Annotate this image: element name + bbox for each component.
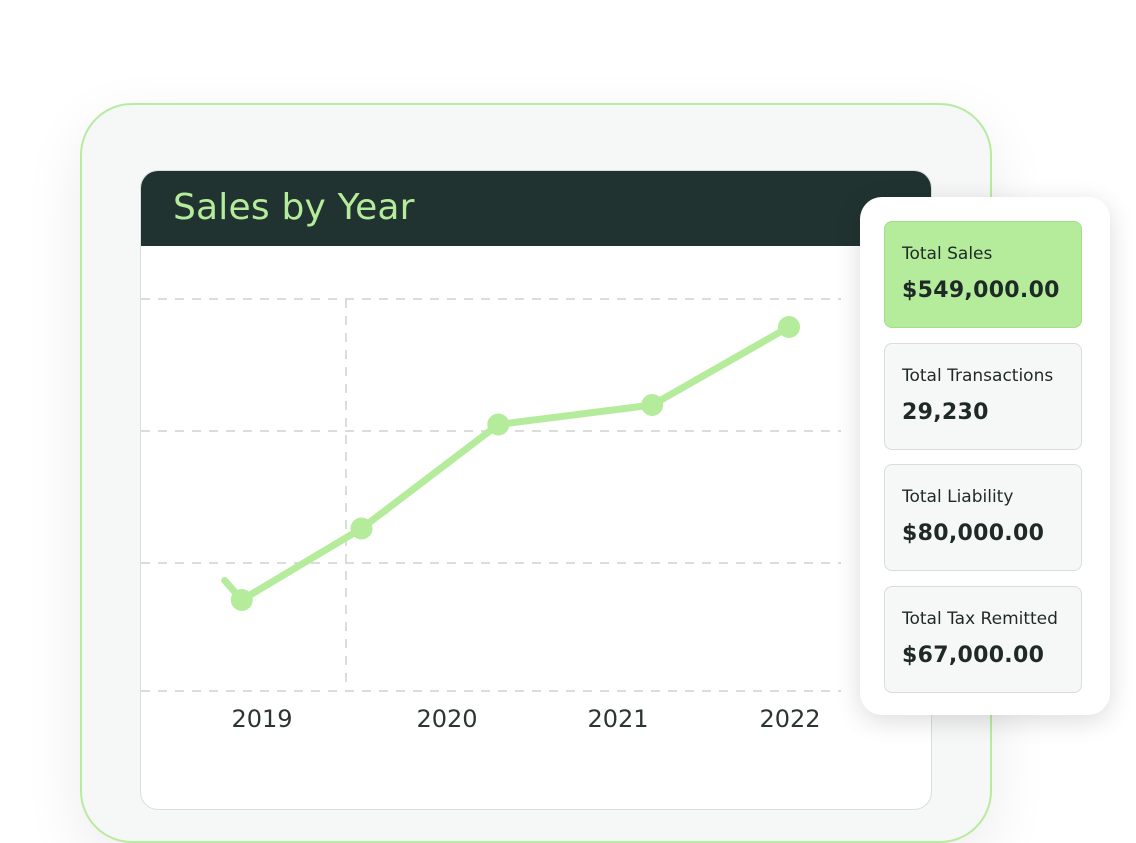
x-tick-label: 2022 (759, 705, 820, 733)
stat-value: 29,230 (902, 400, 989, 425)
stat-label: Total Sales (902, 244, 993, 264)
stat-card-total-sales[interactable]: Total Sales $549,000.00 (884, 221, 1082, 328)
stat-value: $549,000.00 (902, 278, 1060, 303)
data-point (350, 517, 373, 540)
data-point (230, 589, 253, 611)
chart-header: Sales by Year (141, 171, 931, 246)
data-point (778, 316, 800, 338)
stat-label: Total Transactions (902, 366, 1054, 386)
stat-label: Total Tax Remitted (902, 609, 1058, 629)
stat-value: $80,000.00 (902, 521, 1045, 546)
x-tick-label: 2019 (231, 705, 292, 733)
stat-card-total-tax-remitted[interactable]: Total Tax Remitted $67,000.00 (884, 586, 1082, 693)
stat-card-total-transactions[interactable]: Total Transactions 29,230 (884, 343, 1082, 450)
stat-card-total-liability[interactable]: Total Liability $80,000.00 (884, 464, 1082, 571)
sales-line-chart: 2019 2020 2021 2022 (141, 298, 841, 733)
stat-value: $67,000.00 (902, 643, 1045, 668)
sales-series-line (221, 323, 793, 604)
data-point (641, 394, 664, 416)
chart-title: Sales by Year (173, 187, 415, 228)
stats-panel: Total Sales $549,000.00 Total Transactio… (860, 197, 1110, 715)
stat-label: Total Liability (902, 487, 1014, 507)
data-point (487, 413, 510, 436)
sales-chart-card: Sales by Year 2019 2020 2021 2022 (140, 170, 932, 810)
x-tick-label: 2021 (587, 705, 648, 733)
x-tick-label: 2020 (416, 705, 477, 733)
